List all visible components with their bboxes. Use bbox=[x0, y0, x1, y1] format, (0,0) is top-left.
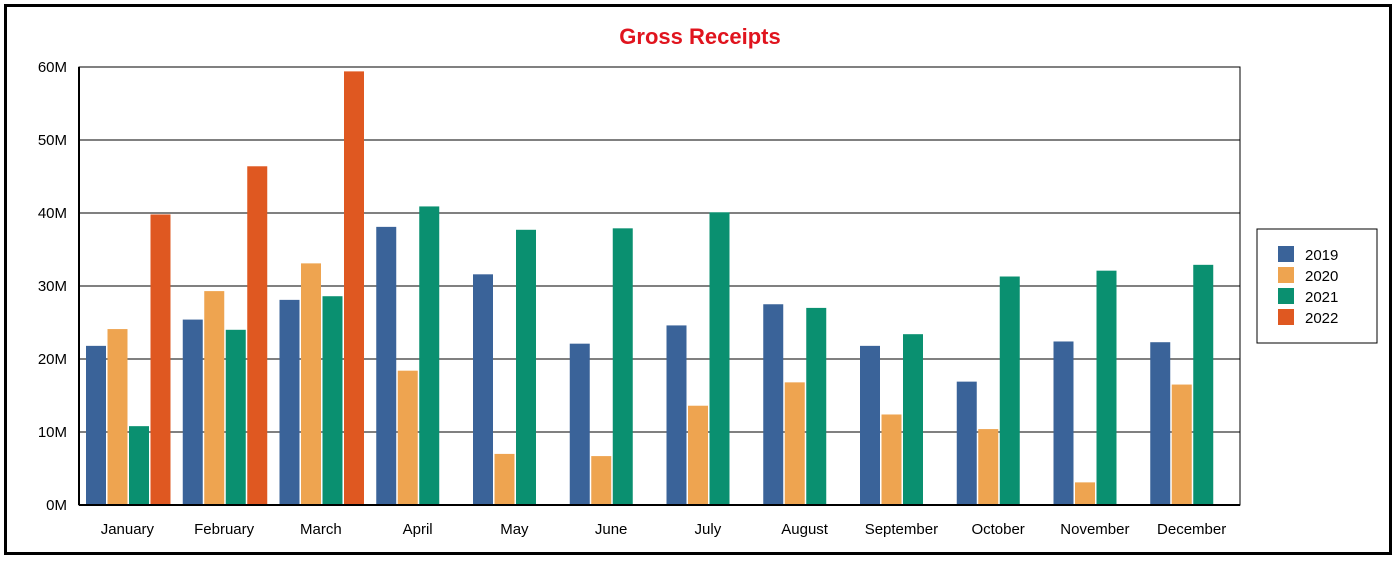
x-tick-label: March bbox=[300, 521, 342, 538]
x-axis-tick-labels: January February March April May June July Augu… bbox=[101, 521, 1227, 538]
bars bbox=[86, 71, 1214, 506]
bar-2022-march bbox=[344, 71, 364, 505]
bar-2020-september bbox=[881, 414, 902, 505]
bar-2019-july bbox=[666, 325, 687, 505]
chart-title: Gross Receipts bbox=[619, 24, 780, 49]
bar-2020-february bbox=[204, 291, 225, 505]
bar-2021-june bbox=[612, 228, 633, 505]
y-tick-label: 20M bbox=[38, 351, 67, 368]
x-tick-label: February bbox=[194, 521, 255, 538]
bar-2020-july bbox=[688, 405, 708, 505]
bar-2019-march bbox=[279, 299, 300, 505]
legend-swatch-2019 bbox=[1278, 246, 1294, 262]
bar-2019-september bbox=[860, 345, 880, 505]
bar-2021-february bbox=[225, 329, 246, 505]
bar-2019-february bbox=[182, 319, 203, 505]
x-tick-label: May bbox=[500, 521, 529, 538]
bar-2019-january bbox=[86, 345, 106, 505]
x-tick-label: September bbox=[865, 521, 938, 538]
x-tick-label: November bbox=[1060, 521, 1129, 538]
legend-swatch-2021 bbox=[1278, 288, 1294, 304]
legend-label-2020: 2020 bbox=[1305, 268, 1338, 285]
bar-2019-october bbox=[956, 381, 977, 505]
x-tick-label: January bbox=[101, 521, 155, 538]
bar-2020-january bbox=[107, 329, 128, 505]
bar-2020-march bbox=[301, 263, 321, 505]
y-tick-label: 40M bbox=[38, 205, 67, 222]
x-tick-label: April bbox=[403, 521, 433, 538]
bar-2021-october bbox=[999, 276, 1020, 505]
y-tick-label: 30M bbox=[38, 278, 67, 295]
y-tick-label: 0M bbox=[46, 497, 67, 514]
legend-box bbox=[1256, 228, 1378, 344]
bar-2021-january bbox=[129, 426, 149, 505]
bar-2019-may bbox=[473, 274, 493, 505]
x-tick-label: October bbox=[971, 521, 1024, 538]
bar-2019-august bbox=[763, 304, 784, 505]
legend: 2019 2020 2021 2022 bbox=[1256, 228, 1378, 344]
legend-label-2019: 2019 bbox=[1305, 247, 1338, 264]
bar-2021-april bbox=[419, 206, 440, 505]
axes bbox=[78, 66, 1241, 506]
bar-2019-december bbox=[1150, 342, 1171, 505]
x-tick-label: July bbox=[695, 521, 722, 538]
y-tick-label: 60M bbox=[38, 59, 67, 76]
bar-2021-september bbox=[903, 334, 923, 505]
bar-2021-december bbox=[1193, 264, 1214, 505]
bar-2021-march bbox=[322, 296, 343, 505]
bar-2020-november bbox=[1075, 482, 1095, 505]
bar-2021-august bbox=[806, 307, 827, 505]
x-tick-label: August bbox=[781, 521, 829, 538]
legend-swatch-2022 bbox=[1278, 309, 1294, 325]
y-tick-label: 50M bbox=[38, 132, 67, 149]
bar-2020-april bbox=[397, 370, 418, 505]
x-tick-label: June bbox=[595, 521, 628, 538]
bar-2020-october bbox=[978, 429, 999, 505]
bar-2019-april bbox=[376, 226, 397, 505]
bar-2020-december bbox=[1171, 384, 1192, 505]
bar-2021-may bbox=[516, 229, 536, 506]
legend-label-2022: 2022 bbox=[1305, 310, 1338, 327]
x-tick-label: December bbox=[1157, 521, 1226, 538]
bar-2021-november bbox=[1096, 270, 1117, 505]
bar-2021-july bbox=[709, 212, 730, 505]
bar-2020-june bbox=[591, 456, 612, 505]
bar-2020-august bbox=[784, 382, 805, 505]
y-axis-tick-labels: 0M 10M 20M 30M 40M 50M 60M bbox=[38, 59, 67, 514]
bar-2022-february bbox=[247, 166, 268, 505]
bar-2019-june bbox=[569, 343, 590, 505]
y-tick-label: 10M bbox=[38, 424, 67, 441]
bar-2020-may bbox=[494, 453, 515, 505]
legend-label-2021: 2021 bbox=[1305, 289, 1338, 306]
legend-swatch-2020 bbox=[1278, 267, 1294, 283]
bar-2022-january bbox=[150, 214, 171, 505]
bar-2019-november bbox=[1053, 341, 1074, 505]
